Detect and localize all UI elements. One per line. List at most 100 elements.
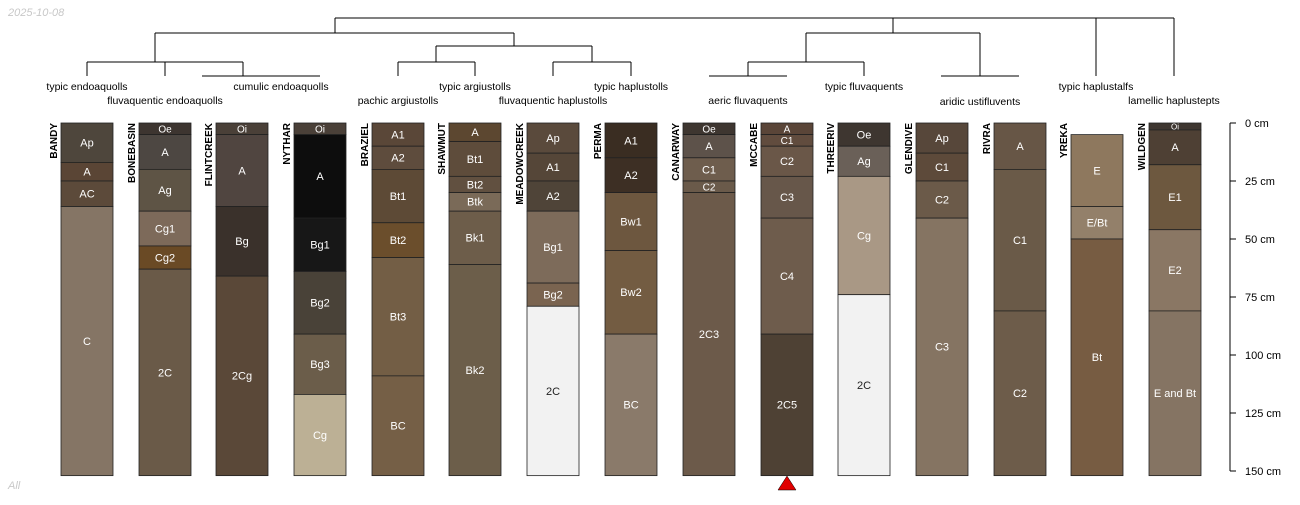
horizon-label: C1 [781, 136, 794, 147]
horizon-bk2 [448, 264, 502, 477]
horizon-label: A [1171, 142, 1179, 154]
horizon-label: C2 [935, 194, 949, 206]
taxon-label: fluvaquentic haplustolls [499, 95, 608, 107]
date-label: 2025-10-08 [8, 7, 65, 19]
horizon-label: Oe [857, 129, 872, 141]
horizon-2c [526, 305, 580, 477]
horizon-label: A [1016, 141, 1024, 153]
profile-bonebasin: Oe A Ag Cg1 Cg2 2C BONEBASIN [127, 122, 192, 477]
taxonomy-dendrogram [86, 17, 1175, 77]
horizon-a [293, 134, 347, 219]
profile-threeriv: Oe Ag Cg 2C THREERIV [826, 122, 891, 477]
horizon-2c3 [682, 192, 736, 477]
taxon-label: pachic argiustolls [358, 95, 439, 107]
horizon-label: Bg1 [310, 240, 330, 252]
horizon-cg1 [138, 210, 192, 247]
horizon-label: C2 [1013, 388, 1027, 400]
axis-tick-label: 125 cm [1245, 408, 1281, 420]
horizon-label: BC [390, 421, 405, 433]
horizon-label: A2 [391, 153, 404, 165]
horizon-label: 2C [857, 380, 871, 392]
horizon-bt3 [371, 257, 425, 377]
horizon-ac [60, 180, 114, 207]
taxon-label: cumulic endoaquolls [233, 81, 328, 93]
horizon-label: Bt [1092, 352, 1102, 364]
horizon-label: A1 [391, 129, 404, 141]
horizon-label: Cg [313, 430, 327, 442]
horizon-label: Btk [467, 197, 483, 209]
horizon-label: A1 [546, 162, 559, 174]
horizon-label: C2 [780, 156, 794, 168]
horizon-label: Oi [1171, 122, 1179, 131]
horizon-a [993, 122, 1047, 170]
horizon-label: Oi [315, 124, 325, 135]
horizon-label: BC [623, 400, 638, 412]
horizon-bg1 [526, 210, 580, 284]
profile-name: MCCABE [749, 123, 760, 167]
profile-name: BANDY [49, 123, 60, 159]
horizon-c3 [760, 175, 814, 219]
horizon-label: A1 [624, 135, 637, 147]
horizon-label: A2 [546, 191, 559, 203]
horizon-2c [837, 294, 891, 477]
profile-meadowcreek: Ap A1 A2 Bg1 Bg2 2C MEADOWCREEK [515, 122, 580, 477]
horizon-a [1148, 129, 1202, 166]
depth-axis: 0 cm 25 cm 50 cm 75 cm 100 cm 125 cm 150 cm [1229, 118, 1281, 478]
horizon-a [138, 134, 192, 170]
horizon-e [1070, 134, 1124, 207]
horizon-label: Ap [546, 133, 559, 145]
profile-name: THREERIV [826, 123, 837, 174]
axis-tick-label: 50 cm [1245, 234, 1275, 246]
profile-braziel: A1 A2 Bt1 Bt2 Bt3 BC BRAZIEL [360, 122, 425, 477]
profile-name: PERMA [593, 123, 604, 159]
taxon-label: typic fluvaquents [825, 81, 903, 93]
horizon-e2 [1148, 229, 1202, 312]
profile-name: CANARWAY [671, 123, 682, 181]
horizon-c1 [915, 152, 969, 182]
profile-rivra: A C1 C2 RIVRA [982, 122, 1047, 477]
horizon-label: E2 [1168, 265, 1181, 277]
profile-name: BRAZIEL [360, 123, 371, 166]
horizon-label: E/Bt [1087, 218, 1108, 230]
horizon-label: 2C5 [777, 400, 797, 412]
horizon-bt1 [371, 168, 425, 224]
horizon-cg [837, 175, 891, 296]
horizon-c1 [993, 168, 1047, 312]
horizon-c2 [915, 180, 969, 219]
profile-mccabe: AC1 C2 C3 C4 2C5 MCCABE [749, 122, 814, 477]
horizon-ag [837, 145, 891, 177]
marker-triangle [777, 475, 797, 491]
axis-tick-label: 75 cm [1245, 292, 1275, 304]
horizon-label: A [471, 127, 479, 139]
horizon-a [215, 134, 269, 207]
horizon-label: Cg1 [155, 223, 175, 235]
horizon-label: Cg2 [155, 252, 175, 264]
taxon-label: typic haplustolls [594, 81, 668, 93]
horizon-label: Bw2 [620, 287, 641, 299]
profile-name: BONEBASIN [127, 123, 138, 183]
horizon-label: A [705, 141, 713, 153]
subset-label: All [8, 480, 21, 492]
horizon-label: 2Cg [232, 371, 252, 383]
horizon-label: C3 [935, 342, 949, 354]
horizon-label: 2C [158, 367, 172, 379]
horizon-label: Ap [80, 138, 93, 150]
horizon-c2 [760, 145, 814, 177]
horizon-label: A [238, 165, 246, 177]
taxon-label: typic argiustolls [439, 81, 511, 93]
horizon-label: C1 [702, 164, 716, 176]
horizon-label: E and Bt [1154, 388, 1196, 400]
horizon-label: Bg3 [310, 359, 330, 371]
profile-shawmut: A Bt1 Bt2 Btk Bk1 Bk2 SHAWMUT [437, 122, 502, 477]
axis-tick-label: 25 cm [1245, 176, 1275, 188]
profile-perma: A1 A2 Bw1 Bw2 BC PERMA [593, 122, 658, 477]
horizon-label: C2 [703, 182, 716, 193]
horizon-label: Oi [237, 124, 247, 135]
horizon-label: Ap [935, 133, 948, 145]
profile-flintcreek: Oi A Bg 2Cg FLINTCREEK [204, 122, 269, 477]
profile-name: NYTHAR [282, 122, 293, 164]
taxa-labels: typic endoaquolls fluvaquentic endoaquoll… [46, 81, 1219, 108]
